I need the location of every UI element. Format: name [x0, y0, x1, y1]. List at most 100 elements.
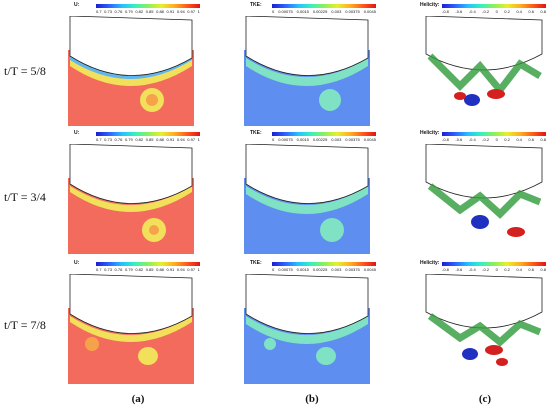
colorbar-tick-label: 0.00075 [278, 9, 293, 14]
colorbar-tick-label: -0.2 [482, 137, 490, 142]
colorbar-u: U: 0.7 0.73 0.76 0.79 0.82 0.85 0.88 0.91 0.94 0.… [74, 130, 208, 146]
colorbar-tick-label: 0.85 [145, 137, 154, 142]
row-label-2: t/T = 3/4 [4, 190, 46, 204]
colorbar-tick-label: 0 [272, 9, 275, 14]
colorbar-gradient [442, 132, 546, 136]
colorbar-title: TKE: [250, 2, 262, 8]
colorbar-tick-label: 0.94 [176, 267, 185, 272]
colorbar-tick-label: 0.79 [124, 9, 133, 14]
colorbar-tick-label: 0.2 [504, 137, 510, 142]
colorbar-tke: TKE: 0 0.00075 0.0015 0.00225 0.003 0.00375 0.… [250, 2, 384, 18]
colorbar-tick-label: 0.6 [528, 137, 534, 142]
colorbar-title: U: [74, 260, 80, 266]
colorbar-tick-label: -0.8 [442, 137, 449, 142]
colorbar-helicity: Helicity: -0.8 -0.6 -0.4 -0.2 0 0.2 0.4 0.6 0.8 [420, 2, 548, 18]
colorbar-tick-label: -0.2 [482, 267, 490, 272]
colorbar-tick-label: 0.79 [124, 137, 133, 142]
tke-field-3 [244, 274, 370, 384]
colorbar-title: U: [74, 2, 80, 8]
colorbar-tick-label: -0.2 [482, 9, 490, 14]
colorbar-tick-label: 0.97 [187, 137, 196, 142]
colorbar-tick-label: 0.91 [166, 9, 175, 14]
colorbar-title: Helicity: [420, 2, 440, 8]
column-label-b: (b) [305, 393, 319, 405]
colorbar-tick-label: 0.00225 [312, 267, 328, 272]
colorbar-tick-label: -0.8 [442, 9, 449, 14]
colorbar-gradient [272, 132, 376, 136]
colorbar-ticks: 0.7 0.73 0.76 0.79 0.82 0.85 0.88 0.91 0.94 0.97 1 [96, 137, 200, 142]
tke-field-1 [244, 16, 370, 126]
colorbar-tick-label: 0.4 [516, 137, 522, 142]
colorbar-gradient [442, 262, 546, 266]
colorbar-title: Helicity: [420, 130, 440, 136]
panel-helicity-1: Helicity: -0.8 -0.6 -0.4 -0.2 0 0.2 0.4 0.6 0.8 [420, 2, 550, 124]
colorbar-tick-label: 0.91 [166, 137, 175, 142]
colorbar-tick-label: 0.85 [145, 9, 154, 14]
colorbar-tick-label: 0.79 [124, 267, 133, 272]
colorbar-tick-label: 0.4 [516, 267, 522, 272]
colorbar-tick-label: 0.00375 [345, 137, 360, 142]
u-field-3 [68, 274, 194, 384]
colorbar-tick-label: 0.00075 [278, 137, 293, 142]
colorbar-tick-label: 0.88 [156, 267, 164, 272]
colorbar-ticks: 0 0.00075 0.0015 0.00225 0.003 0.00375 0.0045 [272, 267, 376, 272]
colorbar-tick-label: 0 [495, 267, 498, 272]
colorbar-tick-label: 0.003 [331, 9, 342, 14]
colorbar-tick-label: 0.91 [166, 267, 175, 272]
colorbar-tke: TKE: 0 0.00075 0.0015 0.00225 0.003 0.00375 0.… [250, 260, 384, 276]
colorbar-tick-label: 0.6 [528, 9, 534, 14]
colorbar-ticks: 0.7 0.73 0.76 0.79 0.82 0.85 0.88 0.91 0.94 0.97 1 [96, 9, 200, 14]
colorbar-helicity: Helicity: -0.8 -0.6 -0.4 -0.2 0 0.2 0.4 0.6 0.8 [420, 260, 548, 276]
panel-helicity-3: Helicity: -0.8 -0.6 -0.4 -0.2 0 0.2 0.4 0.6 0.8 [420, 260, 550, 382]
colorbar-tick-label: -0.4 [468, 267, 476, 272]
colorbar-u: U: 0.7 0.73 0.76 0.79 0.82 0.85 0.88 0.91 0.94 0.… [74, 260, 208, 276]
colorbar-tick-label: 0.0045 [363, 9, 376, 14]
colorbar-tick-label: 0.82 [135, 9, 144, 14]
colorbar-ticks: -0.8 -0.6 -0.4 -0.2 0 0.2 0.4 0.6 0.8 [442, 137, 546, 142]
panel-u-3: U: 0.7 0.73 0.76 0.79 0.82 0.85 0.88 0.91 0.94 0.… [68, 260, 208, 384]
colorbar-tick-label: 1 [197, 137, 200, 142]
colorbar-tick-label: 0.8 [540, 9, 546, 14]
colorbar-tick-label: 0.97 [187, 267, 196, 272]
colorbar-tick-label: 0.7 [96, 9, 102, 14]
colorbar-tick-label: 0 [495, 137, 498, 142]
colorbar-tick-label: 0.6 [528, 267, 534, 272]
tke-field-2 [244, 144, 370, 254]
colorbar-gradient [442, 4, 546, 8]
colorbar-title: TKE: [250, 130, 262, 136]
colorbar-tick-label: 0.0045 [363, 267, 376, 272]
column-label-c: (c) [478, 393, 492, 405]
colorbar-tick-label: 0.88 [156, 137, 164, 142]
colorbar-tick-label: 1 [197, 267, 200, 272]
colorbar-tick-label: 0.76 [114, 9, 123, 14]
panel-helicity-2: Helicity: -0.8 -0.6 -0.4 -0.2 0 0.2 0.4 0.6 0.8 [420, 130, 550, 252]
panel-u-2: U: 0.7 0.73 0.76 0.79 0.82 0.85 0.88 0.91 0.94 0.… [68, 130, 208, 254]
colorbar-tick-label: -0.6 [455, 137, 463, 142]
row-label-1: t/T = 5/8 [4, 64, 46, 78]
colorbar-ticks: 0 0.00075 0.0015 0.00225 0.003 0.00375 0.0045 [272, 9, 376, 14]
colorbar-tick-label: 0.8 [540, 137, 546, 142]
colorbar-tick-label: 0.00225 [312, 9, 328, 14]
colorbar-helicity: Helicity: -0.8 -0.6 -0.4 -0.2 0 0.2 0.4 0.6 0.8 [420, 130, 548, 146]
colorbar-gradient [272, 4, 376, 8]
colorbar-tick-label: -0.4 [468, 9, 476, 14]
colorbar-ticks: 0.7 0.73 0.76 0.79 0.82 0.85 0.88 0.91 0.94 0.97 1 [96, 267, 200, 272]
colorbar-tick-label: 0.2 [504, 9, 510, 14]
colorbar-tick-label: 0 [495, 9, 498, 14]
colorbar-gradient [96, 4, 200, 8]
colorbar-tick-label: 0.82 [135, 267, 144, 272]
helicity-field-1 [425, 16, 543, 106]
colorbar-tick-label: 0.00375 [345, 9, 360, 14]
colorbar-tick-label: 0.97 [187, 9, 196, 14]
colorbar-tick-label: 0.94 [176, 137, 185, 142]
colorbar-tick-label: 0.8 [540, 267, 546, 272]
colorbar-tick-label: -0.6 [455, 9, 463, 14]
colorbar-tick-label: 0.76 [114, 267, 123, 272]
colorbar-title: U: [74, 130, 80, 136]
colorbar-gradient [96, 132, 200, 136]
colorbar-tick-label: 0.00375 [345, 267, 360, 272]
colorbar-tick-label: 0.85 [145, 267, 154, 272]
colorbar-tick-label: 0.0045 [363, 137, 376, 142]
colorbar-tick-label: 0.88 [156, 9, 164, 14]
colorbar-tick-label: 0.94 [176, 9, 185, 14]
